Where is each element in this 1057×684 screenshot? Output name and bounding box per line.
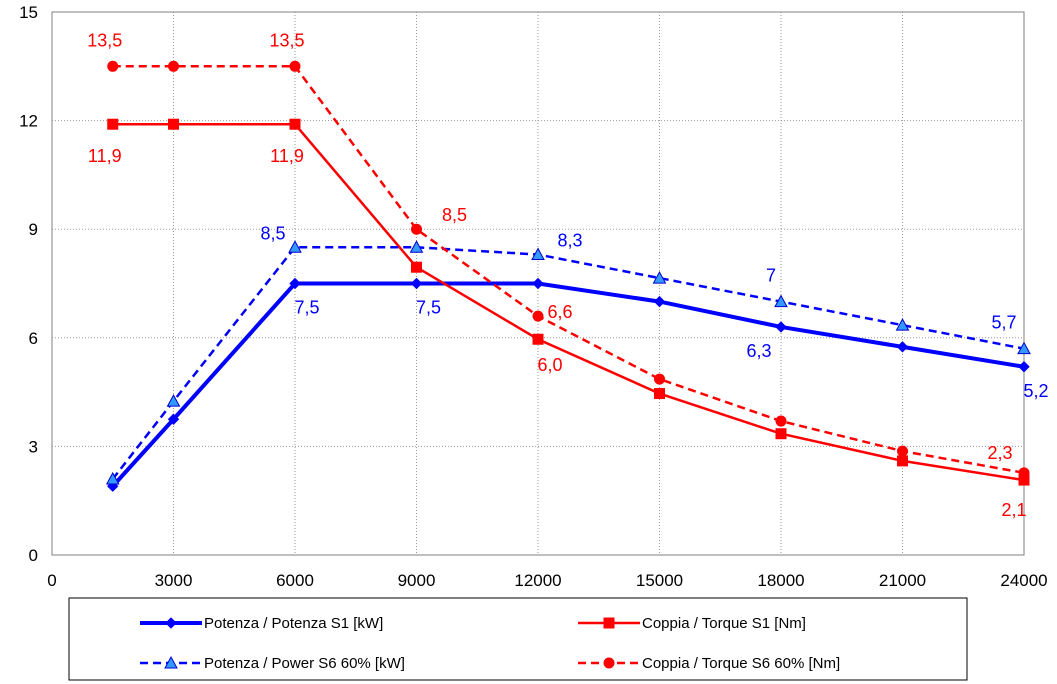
triangle-marker	[166, 394, 181, 407]
circle-marker	[411, 223, 422, 235]
x-tick-label: 6000	[276, 571, 314, 590]
legend-label: Coppia / Torque S6 60% [Nm]	[642, 655, 840, 672]
y-tick-label: 15	[19, 3, 38, 22]
data-label: 2,3	[987, 443, 1012, 463]
data-label: 11,9	[270, 146, 304, 166]
data-label: 5,2	[1023, 381, 1048, 401]
circle-marker	[775, 415, 787, 427]
triangle-marker	[288, 240, 302, 253]
data-label: 8,5	[260, 223, 285, 243]
x-tick-label: 18000	[757, 571, 804, 590]
triangle-marker	[105, 471, 120, 485]
legend-entry-2: Potenza / Power S6 60% [kW]	[140, 655, 405, 672]
diamond-marker	[653, 295, 666, 308]
square-marker	[289, 118, 301, 130]
legend-box	[68, 597, 968, 681]
diamond-marker	[167, 413, 180, 425]
diamond-marker	[289, 277, 301, 290]
triangle-marker	[1017, 341, 1031, 355]
square-marker	[897, 455, 908, 467]
square-marker	[411, 261, 422, 273]
x-tick-label: 3000	[155, 571, 193, 590]
y-tick-label: 12	[19, 112, 38, 131]
legend: Potenza / Potenza S1 [kW] Coppia / Torque…	[140, 615, 840, 672]
x-tick-label: 24000	[1000, 571, 1047, 590]
square-marker	[775, 428, 787, 440]
x-tick-label: 15000	[636, 571, 683, 590]
circle-marker	[532, 310, 544, 322]
triangle-marker	[409, 240, 424, 253]
square-marker	[603, 617, 615, 629]
circle-marker	[289, 60, 301, 72]
gridlines	[52, 12, 1024, 555]
data-label: 6,0	[537, 355, 562, 375]
series-group	[105, 60, 1031, 492]
legend-label: Potenza / Power S6 60% [kW]	[204, 655, 405, 672]
data-label: 11,9	[88, 146, 122, 166]
data-label: 7,5	[416, 298, 441, 318]
circle-marker	[654, 373, 665, 385]
y-tick-label: 6	[29, 329, 38, 348]
diamond-marker	[896, 341, 909, 353]
square-marker	[532, 333, 544, 345]
diamond-marker	[532, 277, 544, 290]
series-2	[105, 240, 1031, 485]
data-label: 13,5	[269, 30, 304, 50]
data-label: 7,5	[294, 298, 319, 318]
data-label: 8,3	[557, 231, 582, 251]
data-label: 5,7	[991, 313, 1016, 333]
x-tick-label: 9000	[398, 571, 436, 590]
diamond-marker	[165, 617, 177, 629]
triangle-marker	[774, 294, 788, 308]
circle-marker	[1018, 467, 1030, 479]
circle-marker	[603, 657, 615, 669]
data-label: 6,3	[746, 341, 771, 361]
square-marker	[168, 118, 179, 130]
triangle-marker	[531, 247, 545, 261]
diamond-marker	[410, 277, 423, 290]
square-marker	[654, 388, 665, 400]
circle-marker	[107, 60, 119, 72]
circle-marker	[897, 445, 908, 457]
legend-label: Potenza / Potenza S1 [kW]	[204, 615, 383, 632]
x-tick-label: 0	[47, 571, 56, 590]
series-3	[107, 60, 1030, 479]
triangle-marker	[652, 271, 667, 284]
triangle-marker	[895, 318, 910, 331]
y-tick-label: 9	[29, 220, 38, 239]
y-tick-label: 3	[29, 437, 38, 456]
series-1	[107, 118, 1030, 486]
diamond-marker	[1018, 361, 1030, 373]
data-label: 13,5	[87, 30, 122, 50]
x-axis-ticks: 0 3000 6000 9000 12000 15000 18000 21000 24000	[47, 571, 1047, 590]
data-label: 2,1	[1001, 500, 1026, 520]
square-marker	[107, 118, 119, 130]
y-axis-ticks: 0 3 6 9 12 15	[19, 3, 38, 565]
legend-entry-3: Coppia / Torque S6 60% [Nm]	[578, 655, 840, 672]
circle-marker	[168, 60, 179, 72]
data-label: 6,6	[547, 302, 572, 322]
data-label: 8,5	[442, 205, 467, 225]
legend-entry-1: Coppia / Torque S1 [Nm]	[578, 615, 806, 632]
legend-entry-0: Potenza / Potenza S1 [kW]	[140, 615, 383, 632]
legend-label: Coppia / Torque S1 [Nm]	[642, 615, 806, 632]
y-tick-label: 0	[29, 546, 38, 565]
data-labels: 7,5 7,5 6,3 5,2 11,9 11,9 6,0 2,1 8,5 8,3 7 5,7 13,5…	[87, 30, 1048, 520]
triangle-marker	[164, 655, 178, 669]
diamond-marker	[775, 321, 787, 333]
data-label: 7	[766, 266, 776, 286]
x-tick-label: 21000	[879, 571, 926, 590]
x-tick-label: 12000	[514, 571, 561, 590]
